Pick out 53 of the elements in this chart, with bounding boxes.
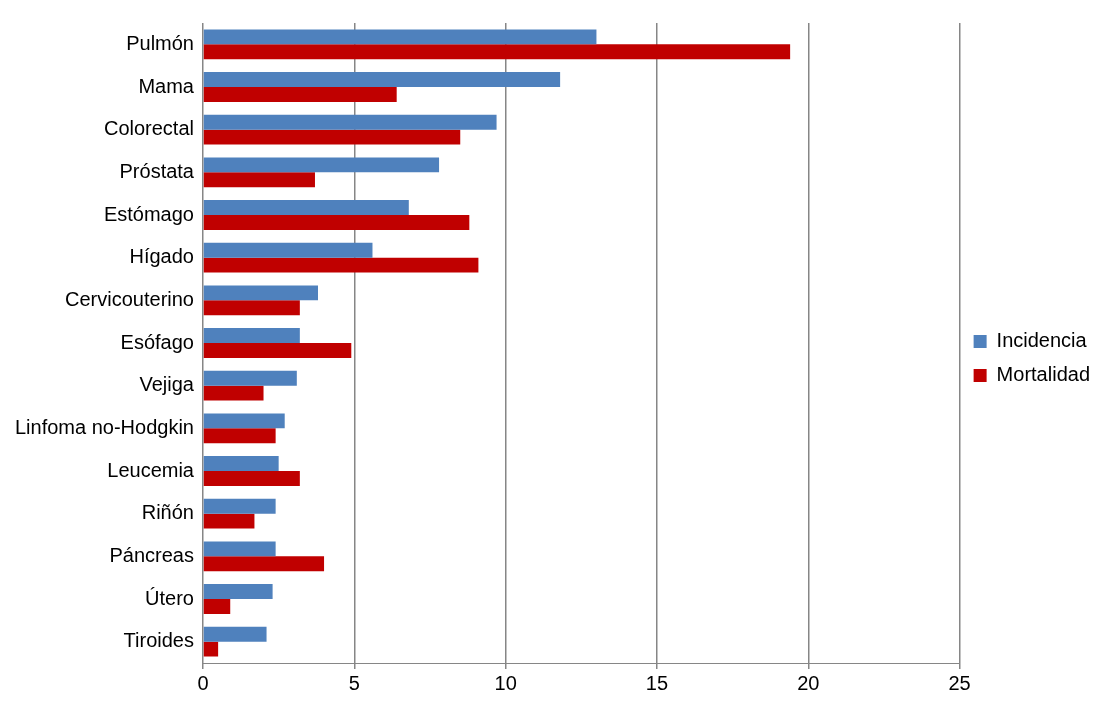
legend-label: Incidencia	[996, 329, 1088, 352]
y-tick-label: Próstata	[119, 159, 195, 182]
bar	[203, 215, 470, 230]
bar	[203, 413, 285, 429]
legend-label: Mortalidad	[996, 363, 1091, 386]
y-tick-label: Páncreas	[109, 543, 194, 566]
bar	[203, 29, 597, 45]
y-tick-label: Colorectal	[103, 117, 194, 140]
bar	[203, 300, 300, 316]
bar	[203, 584, 273, 599]
y-tick-label: Cervicouterino	[65, 287, 194, 310]
y-tick-label: Esófago	[120, 330, 194, 353]
y-tick-label: Mama	[138, 74, 195, 97]
bar	[203, 72, 561, 87]
bar	[203, 641, 219, 657]
bar	[203, 385, 264, 401]
x-tick-label: 20	[797, 671, 820, 694]
x-tick-label: 25	[948, 671, 971, 694]
y-tick-label: Leucemia	[107, 458, 195, 481]
bar	[203, 114, 497, 130]
x-tick-label: 10	[494, 671, 517, 694]
bar	[203, 87, 397, 102]
bar	[203, 200, 409, 215]
x-tick-label: 15	[645, 671, 669, 694]
bar	[203, 343, 352, 358]
bar	[203, 498, 276, 514]
bar	[203, 599, 231, 614]
bar	[203, 428, 276, 444]
bar	[203, 541, 276, 557]
y-tick-label: Vejiga	[139, 373, 195, 396]
bar	[203, 129, 461, 145]
y-tick-label: Estómago	[103, 202, 194, 225]
bar	[203, 257, 479, 273]
y-tick-label: Riñón	[141, 501, 194, 524]
y-tick-label: Útero	[145, 586, 194, 609]
bar	[203, 172, 315, 188]
y-tick-label: Linfoma no-Hodgkin	[14, 415, 194, 438]
y-tick-label: Pulmón	[126, 31, 194, 54]
bar	[203, 456, 279, 471]
y-tick-label: Tiroides	[123, 629, 194, 652]
bar	[203, 471, 300, 486]
y-tick-label: Hígado	[129, 245, 194, 268]
x-tick-label: 5	[348, 671, 360, 694]
bar	[203, 328, 300, 343]
bar	[203, 513, 255, 529]
bar	[203, 157, 440, 173]
bar	[203, 44, 791, 60]
x-tick-label: 0	[197, 671, 209, 694]
bar	[203, 242, 373, 258]
bar	[203, 626, 267, 642]
bar	[203, 556, 325, 572]
bar	[203, 285, 318, 301]
bar	[203, 370, 297, 386]
